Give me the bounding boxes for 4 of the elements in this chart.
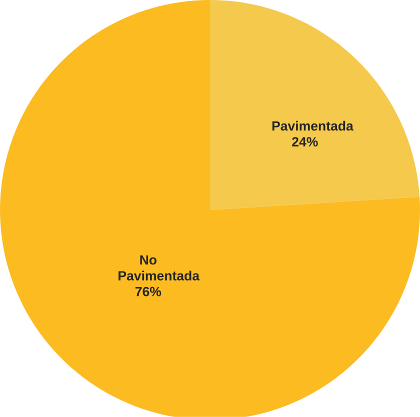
slice-label: No Pavimentada <box>118 255 200 280</box>
slice-label: Pavimentada <box>272 120 354 131</box>
data-label: 76% <box>135 286 162 296</box>
data-label: 24% <box>292 137 318 146</box>
